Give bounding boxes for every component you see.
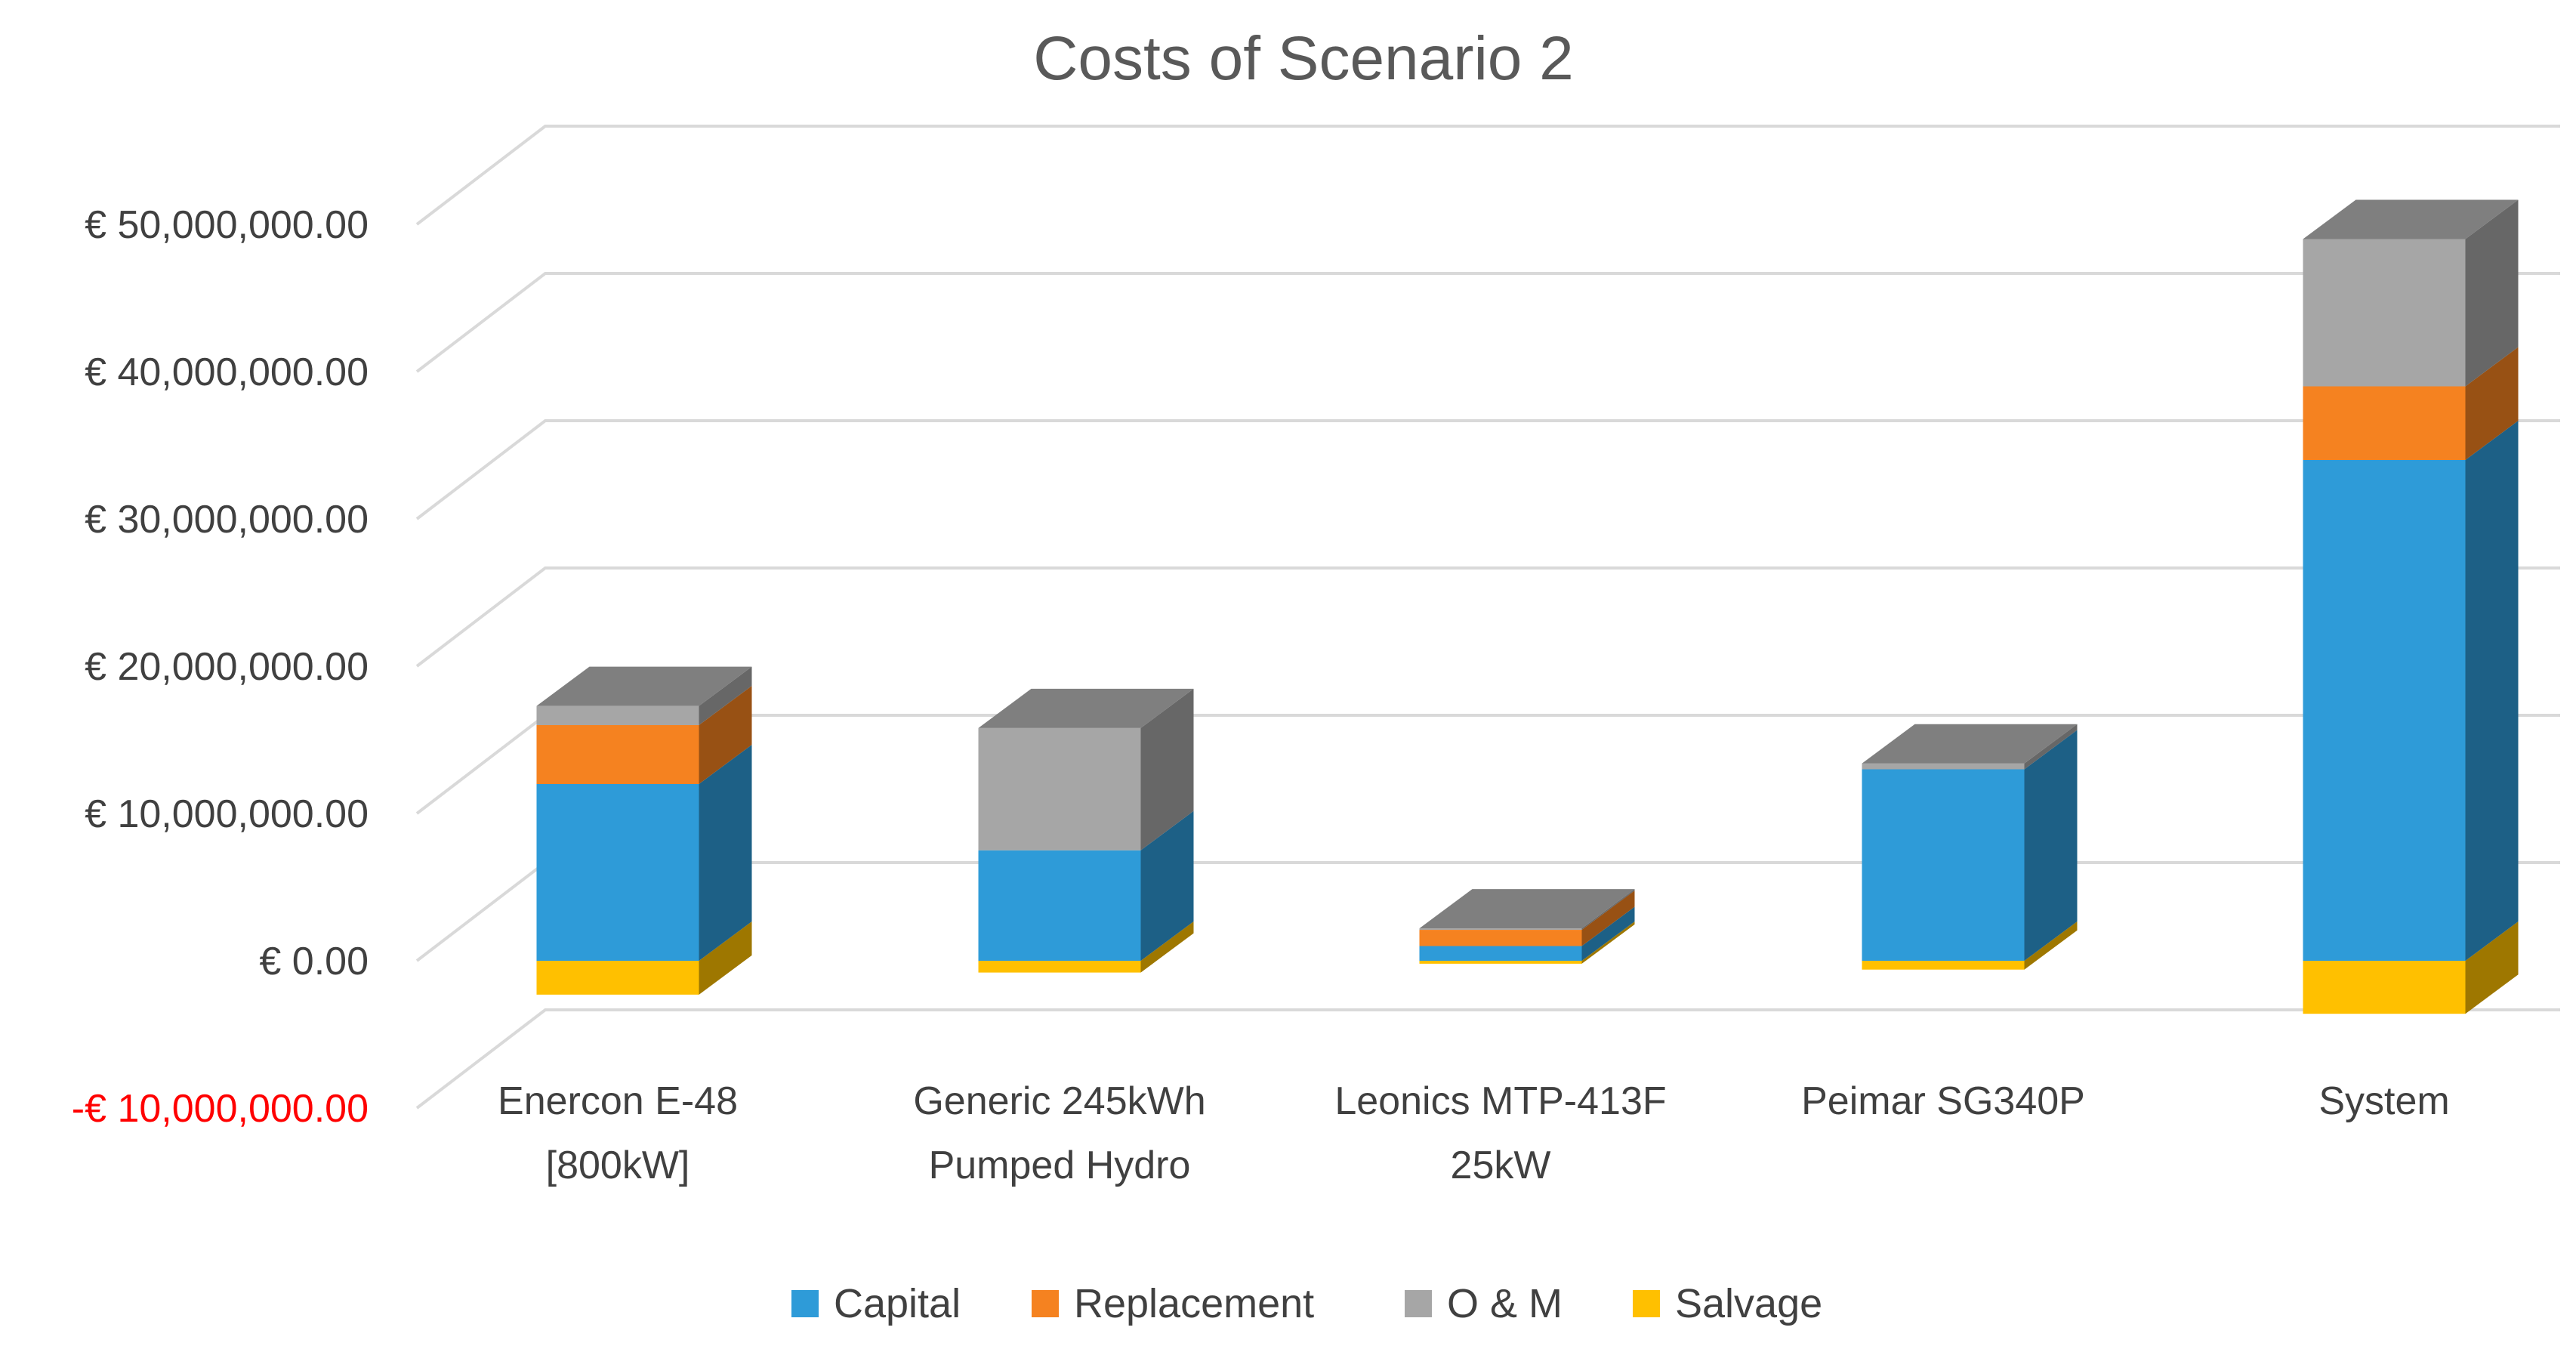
bar-side-salvage	[2024, 921, 2078, 970]
bar-segment-salvage	[536, 961, 699, 995]
bar-segment-capital	[1862, 769, 2025, 961]
bar-side-capital	[1581, 906, 1635, 961]
legend-item-replacement: Replacement	[1032, 1281, 1314, 1326]
bar-segment-capital	[978, 850, 1141, 961]
bar-side-salvage	[699, 921, 752, 995]
y-tick-label: € 40,000,000.00	[85, 350, 369, 394]
bar-side-o-m	[2024, 724, 2078, 770]
bar-side-capital	[2465, 421, 2519, 961]
bar-stack-peimar-sg340p	[1862, 724, 2078, 970]
legend-swatch	[1633, 1290, 1660, 1317]
bar-segment-salvage	[1419, 961, 1582, 964]
y-tick-label: € 20,000,000.00	[85, 645, 369, 689]
bar-side-capital	[1140, 810, 1194, 961]
x-axis-category-labels: Enercon E-48 [800kW] Generic 245kWh Pumped …	[498, 1079, 2450, 1187]
bar-stack-generic-245kwh-pumped-hydro	[978, 688, 1194, 973]
bar-side-o-m	[699, 666, 752, 725]
gridline-0	[415, 1008, 2560, 1110]
bar-segment-o-m	[1862, 763, 2025, 770]
y-tick-label: € 0.00	[259, 940, 369, 983]
bar-segment-replacement	[1419, 930, 1582, 946]
gridline-3	[415, 566, 2560, 668]
legend-swatch	[1405, 1290, 1432, 1317]
y-tick-label: € 30,000,000.00	[85, 498, 369, 542]
bar-top-face	[536, 666, 752, 706]
bar-segment-o-m	[536, 705, 699, 725]
bar-side-o-m	[1581, 889, 1635, 931]
bar-stack-system	[2303, 199, 2519, 1014]
bar-segment-o-m	[2303, 239, 2466, 387]
category-label: Pumped Hydro	[929, 1144, 1191, 1187]
y-axis-tick-labels: -€ 10,000,000.00 € 0.00 € 10,000,000.00 € 2…	[72, 203, 369, 1131]
category-label: Enercon E-48	[498, 1079, 738, 1123]
bar-segment-replacement	[536, 725, 699, 784]
bar-side-capital	[2024, 730, 2078, 961]
y-tick-label: -€ 10,000,000.00	[72, 1087, 369, 1131]
legend-label: Capital	[834, 1281, 961, 1326]
bar-top-face	[1862, 724, 2078, 764]
bar-stack-enercon-e-48-800kw	[536, 666, 752, 995]
legend-item-capital: Capital	[791, 1281, 961, 1326]
category-label: Leonics MTP-413F	[1334, 1079, 1666, 1123]
y-tick-label: € 10,000,000.00	[85, 792, 369, 836]
bar-side-salvage	[1581, 921, 1635, 964]
bar-segment-replacement	[2303, 386, 2466, 460]
bar-side-capital	[699, 745, 752, 961]
bar-side-o-m	[1140, 688, 1194, 850]
bar-side-replacement	[1581, 891, 1635, 946]
y-tick-label: € 50,000,000.00	[85, 203, 369, 247]
legend-label: Salvage	[1675, 1281, 1822, 1326]
bar-side-replacement	[2465, 347, 2519, 460]
legend: Capital Replacement O & M Salvage	[791, 1281, 1822, 1326]
bar-side-salvage	[2465, 921, 2519, 1014]
category-label: Peimar SG340P	[1801, 1079, 2085, 1123]
bar-side-o-m	[2465, 199, 2519, 387]
gridline-4	[415, 419, 2560, 520]
bar-stack-leonics-mtp-413f-25kw	[1419, 889, 1635, 964]
bar-side-replacement	[699, 686, 752, 784]
bar-segment-o-m	[1419, 928, 1582, 931]
bar-top-face	[1419, 889, 1635, 929]
legend-swatch	[791, 1290, 819, 1317]
legend-label: O & M	[1447, 1281, 1563, 1326]
bar-stacks	[536, 199, 2519, 1014]
bar-top-face	[2303, 199, 2519, 239]
category-label: System	[2318, 1079, 2449, 1123]
chart-title: Costs of Scenario 2	[1033, 24, 1574, 93]
bar-side-salvage	[1140, 921, 1194, 973]
bar-segment-salvage	[978, 961, 1141, 973]
bar-segment-capital	[2303, 460, 2466, 961]
bar-segment-capital	[1419, 946, 1582, 961]
bar-segment-capital	[536, 784, 699, 961]
legend-swatch	[1032, 1290, 1059, 1317]
category-label: [800kW]	[546, 1144, 690, 1187]
bar-segment-salvage	[1862, 961, 2025, 970]
legend-item-salvage: Salvage	[1633, 1281, 1822, 1326]
legend-item-o-m: O & M	[1405, 1281, 1563, 1326]
gridline-6	[415, 125, 2560, 226]
bar-top-face	[978, 688, 1194, 728]
bar-segment-salvage	[2303, 961, 2466, 1014]
category-label: 25kW	[1451, 1144, 1551, 1187]
gridline-5	[415, 272, 2560, 373]
legend-label: Replacement	[1074, 1281, 1314, 1326]
bar-segment-o-m	[978, 727, 1141, 850]
category-label: Generic 245kWh	[913, 1079, 1205, 1123]
